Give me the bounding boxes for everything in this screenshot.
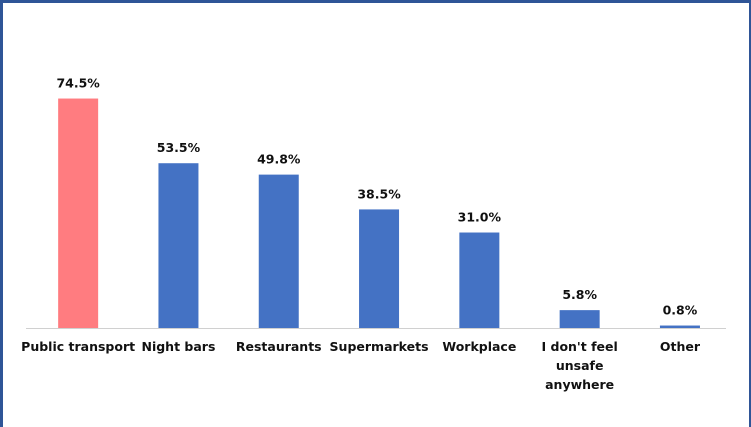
- category-label-3: Supermarkets: [330, 339, 429, 354]
- data-label-5: 5.8%: [562, 287, 597, 302]
- data-label-3: 38.5%: [357, 186, 401, 201]
- bar-5: [559, 310, 600, 328]
- data-label-0: 74.5%: [56, 76, 100, 91]
- bar-2: [258, 174, 299, 328]
- category-label-1: Night bars: [141, 339, 215, 354]
- category-label-5-line-1: unsafe: [556, 358, 604, 373]
- category-label-2: Restaurants: [236, 339, 322, 354]
- category-label-0: Public transport: [21, 339, 135, 354]
- bar-6: [659, 325, 700, 328]
- category-label-5-line-0: I don't feel: [542, 339, 618, 354]
- bar-0: [58, 98, 99, 328]
- bar-1: [158, 163, 199, 328]
- data-label-1: 53.5%: [157, 140, 201, 155]
- data-label-2: 49.8%: [257, 152, 301, 167]
- labels-layer: 74.5% Public transport 53.5% Night bars 49.8…: [21, 76, 701, 392]
- data-label-6: 0.8%: [663, 303, 698, 318]
- data-label-4: 31.0%: [458, 210, 502, 225]
- bar-4: [459, 232, 500, 328]
- category-label-6: Other: [660, 339, 701, 354]
- bars-layer: [58, 98, 700, 328]
- bar-3: [359, 209, 400, 328]
- category-label-5-line-2: anywhere: [545, 377, 614, 392]
- category-label-4: Workplace: [442, 339, 516, 354]
